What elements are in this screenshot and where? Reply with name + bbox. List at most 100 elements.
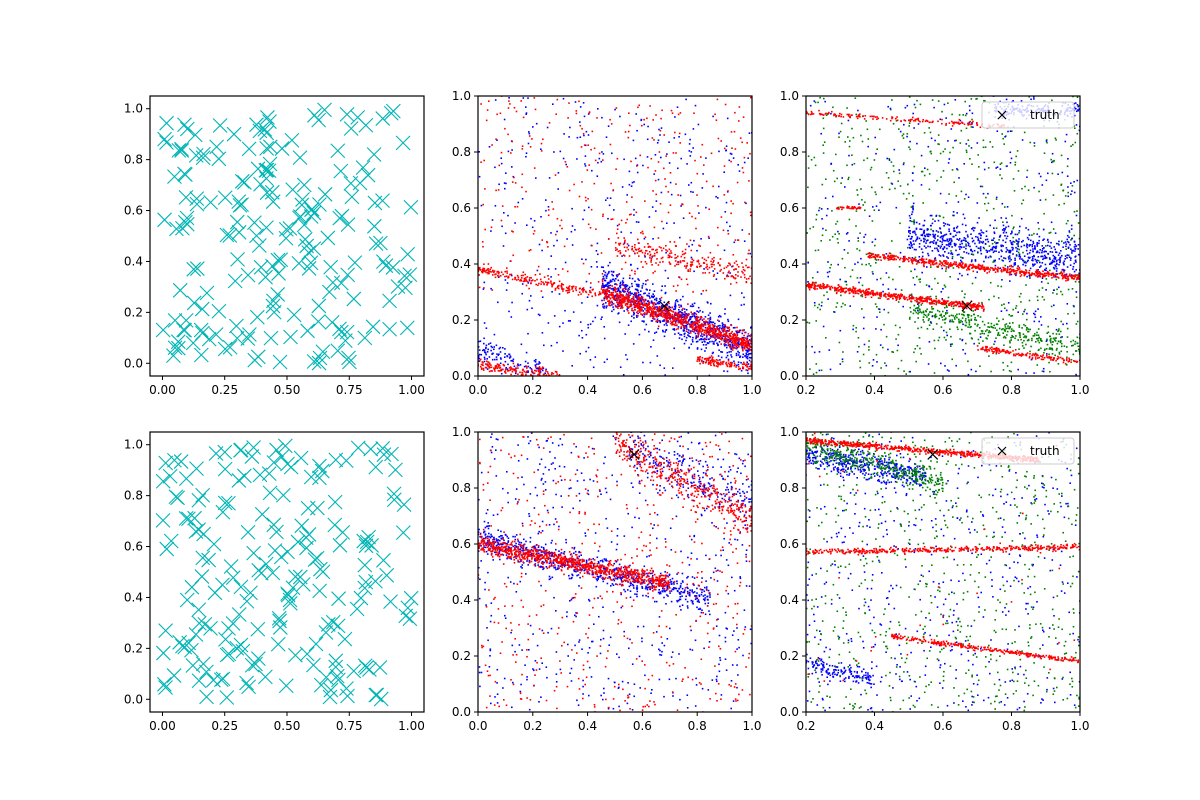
data-point	[1075, 274, 1078, 276]
data-point	[672, 152, 675, 154]
data-point	[621, 284, 623, 286]
data-point	[742, 266, 744, 268]
data-point	[661, 256, 664, 259]
data-point	[731, 147, 733, 149]
data-point	[587, 198, 589, 200]
data-point	[601, 316, 603, 318]
data-point	[834, 289, 836, 292]
data-point	[950, 128, 953, 130]
data-point	[1017, 251, 1020, 254]
data-point	[271, 266, 286, 281]
data-point	[688, 332, 690, 335]
data-point	[619, 285, 621, 288]
data-point	[720, 268, 722, 271]
data-point	[965, 143, 968, 145]
data-point	[491, 289, 494, 291]
data-point	[925, 310, 927, 313]
data-point	[928, 127, 930, 129]
data-point	[534, 361, 537, 363]
data-point	[680, 327, 682, 330]
data-point	[946, 306, 948, 308]
data-point	[625, 285, 628, 288]
data-point	[611, 294, 613, 297]
data-point	[628, 277, 631, 279]
data-point	[845, 283, 848, 286]
data-point	[651, 301, 653, 303]
data-point	[865, 253, 868, 256]
data-point	[944, 365, 946, 367]
data-point	[726, 275, 728, 278]
data-point	[1043, 212, 1045, 215]
data-point	[633, 304, 636, 307]
data-point	[971, 118, 973, 121]
data-point	[967, 326, 969, 328]
data-point	[941, 316, 943, 318]
data-point	[821, 301, 823, 304]
data-point	[654, 313, 657, 316]
data-point	[652, 339, 655, 341]
data-point	[824, 100, 826, 103]
data-point	[748, 367, 751, 370]
data-point	[1009, 280, 1011, 282]
data-point	[506, 272, 508, 274]
data-point	[1010, 336, 1012, 339]
data-point	[961, 317, 964, 319]
data-point	[984, 146, 987, 148]
data-point	[634, 244, 636, 246]
data-point	[722, 361, 724, 363]
data-point	[633, 311, 635, 314]
data-point	[749, 342, 752, 345]
data-point	[651, 311, 653, 313]
data-point	[728, 326, 730, 329]
data-point	[825, 214, 828, 217]
data-point	[831, 235, 834, 238]
data-point	[587, 346, 590, 349]
data-point	[920, 170, 923, 173]
data-point	[707, 363, 710, 365]
data-point	[692, 336, 694, 339]
data-point	[540, 280, 543, 283]
data-point	[635, 211, 638, 214]
data-point	[646, 308, 648, 310]
data-point	[929, 321, 932, 323]
data-point	[819, 308, 821, 311]
data-point	[1032, 335, 1035, 337]
data-point	[657, 325, 660, 328]
data-point	[745, 264, 747, 267]
data-point	[1052, 332, 1054, 335]
data-point	[895, 120, 898, 122]
data-point	[696, 318, 699, 320]
data-point	[508, 357, 511, 359]
data-point	[923, 132, 926, 134]
data-point	[875, 262, 877, 264]
data-point	[965, 149, 968, 152]
data-point	[606, 293, 608, 296]
data-point	[708, 320, 711, 322]
data-point	[634, 270, 636, 273]
data-point	[483, 270, 485, 273]
data-point	[965, 243, 967, 245]
data-point	[813, 351, 816, 354]
data-point	[869, 252, 872, 255]
data-point	[814, 249, 817, 252]
data-point	[623, 158, 625, 161]
data-point	[934, 316, 936, 319]
data-point	[222, 339, 238, 355]
data-point	[604, 274, 606, 276]
data-point	[1012, 227, 1014, 230]
data-point	[616, 299, 618, 302]
data-point	[717, 362, 719, 364]
data-point	[626, 305, 628, 308]
data-point	[635, 295, 637, 297]
data-point	[896, 349, 899, 352]
data-point	[1023, 131, 1026, 134]
data-point	[705, 289, 708, 292]
data-point	[673, 222, 675, 224]
data-point	[640, 249, 643, 252]
data-point	[741, 348, 744, 351]
data-point	[537, 373, 539, 376]
data-point	[170, 340, 186, 356]
data-point	[733, 344, 736, 347]
data-point	[668, 256, 670, 259]
data-point	[478, 274, 480, 276]
